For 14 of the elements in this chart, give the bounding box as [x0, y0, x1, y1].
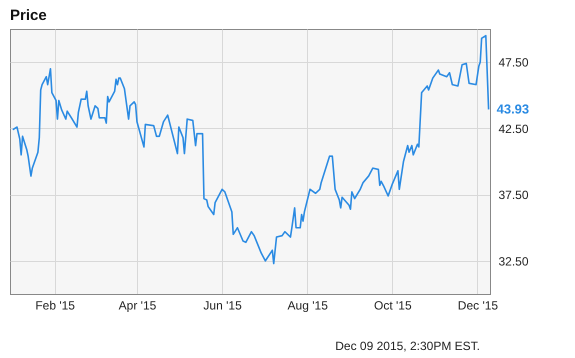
data-label: 43.93: [496, 101, 530, 116]
line-series: [12, 34, 490, 264]
x-tick-label: Aug '15: [288, 298, 328, 312]
x-tick-label: Apr '15: [118, 298, 157, 312]
text: Dec 09 2015, 2:30PM EST.: [335, 339, 480, 353]
y-tick-label: 47.50: [498, 56, 529, 70]
y-tick-label: 32.50: [498, 254, 529, 268]
y-tick-label: 42.50: [498, 122, 529, 136]
x-tick-label: Feb '15: [35, 298, 76, 312]
y-tick-label: 37.50: [498, 188, 529, 202]
x-tick-label: Jun '15: [203, 298, 242, 312]
chart-title: Price: [10, 7, 47, 24]
x-tick-label: Oct '15: [374, 298, 412, 312]
x-tick-label: Dec '15: [458, 298, 498, 312]
